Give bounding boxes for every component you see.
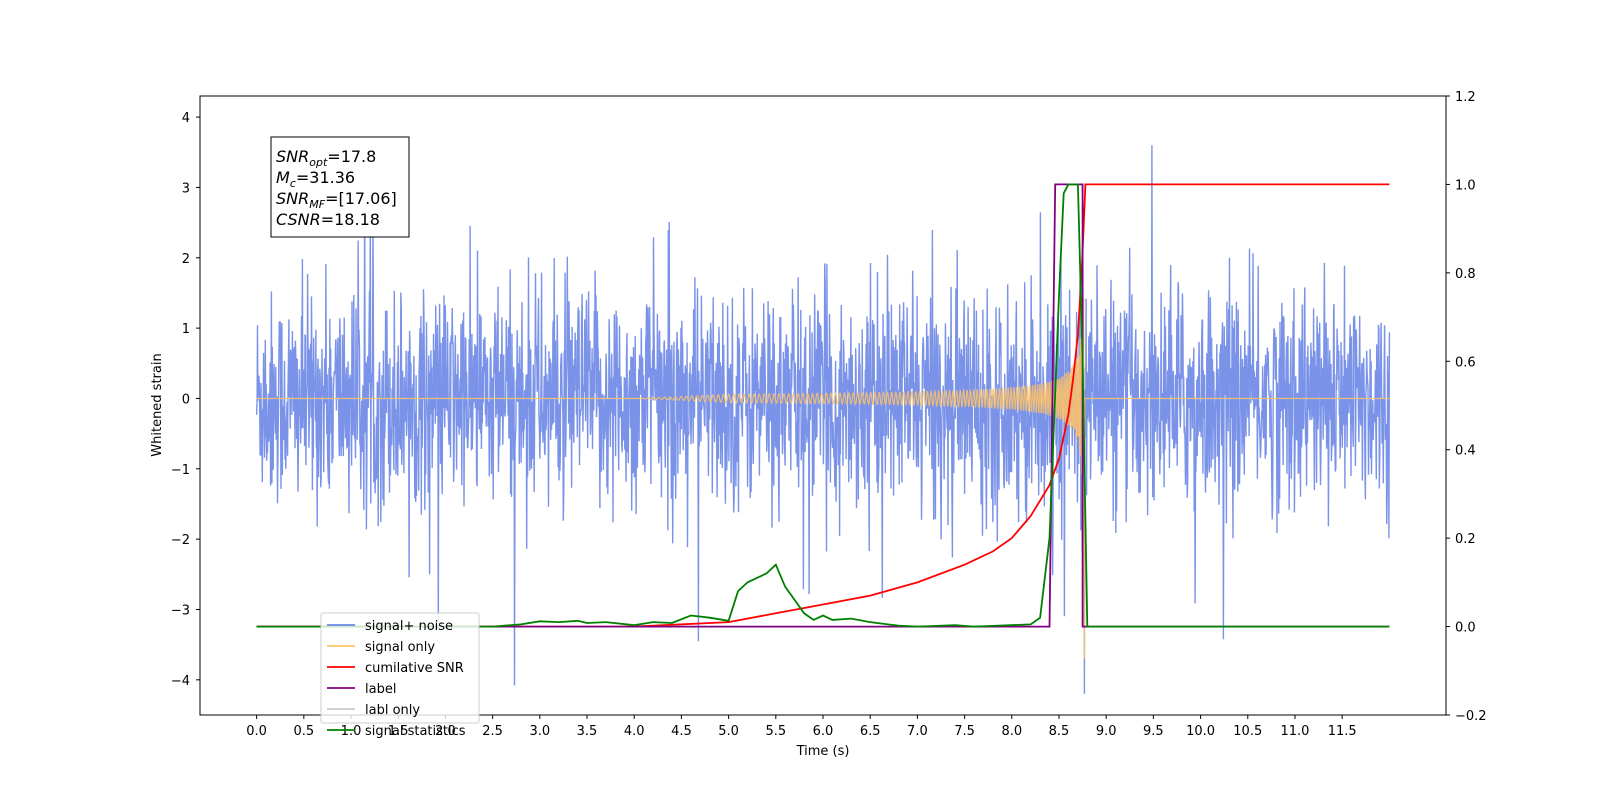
y-tick-label: −2 <box>171 533 190 548</box>
y-tick-label: −3 <box>171 603 190 618</box>
y-tick-label: 2 <box>182 252 190 267</box>
annotation-line: SNRopt=17.8 <box>276 147 376 169</box>
x-tick-label: 3.0 <box>529 724 550 739</box>
legend-label: cumilative SNR <box>365 661 464 676</box>
annotation-frame <box>270 136 410 238</box>
x-tick-label: 8.5 <box>1049 724 1070 739</box>
y-tick-label: 0 <box>182 392 190 407</box>
x-tick-label: 2.0 <box>435 724 456 739</box>
x-tick-label: 0.0 <box>246 724 267 739</box>
annotation-line: Mc=31.36 <box>276 168 355 190</box>
y2-tick-label: 0.2 <box>1455 532 1476 547</box>
x-tick-label: 10.0 <box>1186 724 1215 739</box>
x-tick-label: 4.5 <box>671 724 692 739</box>
x-tick-label: 7.5 <box>954 724 975 739</box>
series-signal-noise <box>255 145 1391 694</box>
x-tick-label: 1.0 <box>341 724 362 739</box>
x-tick-label: 5.0 <box>718 724 739 739</box>
y-tick-label: −1 <box>171 463 190 478</box>
annotation-line: SNRMF=[17.06] <box>276 189 397 211</box>
x-axis: 0.0 0.5 1.0 1.5 2.0 2.5 3.0 3.5 4.0 4.5 5.0 5.5 6.0 6… <box>246 715 1357 739</box>
x-tick-label: 6.5 <box>860 724 881 739</box>
legend-label: signal statistics <box>365 724 466 739</box>
legend-label: labl only <box>365 703 420 718</box>
x-tick-label: 9.0 <box>1096 724 1117 739</box>
y-axis-right: 1.2 1.0 0.8 0.6 0.4 0.2 0.0 −0.2 <box>1446 90 1487 724</box>
series-signal-only <box>256 297 1390 660</box>
x-tick-label: 5.5 <box>765 724 786 739</box>
x-tick-label: 10.5 <box>1233 724 1262 739</box>
annotation-box: SNRopt=17.8Mc=31.36SNRMF=[17.06]CSNR=18.… <box>270 136 410 238</box>
annotation-line: CSNR=18.18 <box>276 210 380 229</box>
x-tick-label: 6.0 <box>813 724 834 739</box>
x-axis-label: Time (s) <box>796 744 850 759</box>
legend-label: label <box>365 682 396 697</box>
series-layer <box>255 145 1391 694</box>
y2-tick-label: 1.2 <box>1455 90 1476 105</box>
y2-tick-label: 1.0 <box>1455 178 1476 193</box>
y-axis-label: Whitened strain <box>150 353 165 456</box>
y2-tick-label: 0.8 <box>1455 267 1476 282</box>
x-tick-label: 8.0 <box>1001 724 1022 739</box>
x-tick-label: 1.5 <box>388 724 409 739</box>
y-tick-label: 4 <box>182 111 190 126</box>
y2-tick-label: −0.2 <box>1455 709 1487 724</box>
y-axis-left: 4 3 2 1 0 −1 −2 −3 −4 <box>171 111 200 689</box>
legend-frame <box>320 612 480 724</box>
legend-label: signal+ noise <box>365 619 453 634</box>
x-tick-label: 7.0 <box>907 724 928 739</box>
x-tick-label: 11.0 <box>1280 724 1309 739</box>
x-tick-label: 4.0 <box>624 724 645 739</box>
y2-tick-label: 0.4 <box>1455 444 1476 459</box>
y-tick-label: 3 <box>182 181 190 196</box>
y2-tick-label: 0.0 <box>1455 621 1476 636</box>
series-signal-statistics <box>256 183 1390 628</box>
x-tick-label: 3.5 <box>577 724 598 739</box>
y-tick-label: −4 <box>171 674 190 689</box>
y-tick-label: 1 <box>182 322 190 337</box>
x-tick-label: 11.5 <box>1328 724 1357 739</box>
x-tick-label: 0.5 <box>293 724 314 739</box>
x-tick-label: 2.5 <box>482 724 503 739</box>
legend-label: signal only <box>365 640 435 655</box>
legend: signal+ noise signal only cumilative SNR la… <box>320 612 480 739</box>
y2-tick-label: 0.6 <box>1455 355 1476 370</box>
x-tick-label: 9.5 <box>1143 724 1164 739</box>
plot-area <box>255 145 1391 694</box>
